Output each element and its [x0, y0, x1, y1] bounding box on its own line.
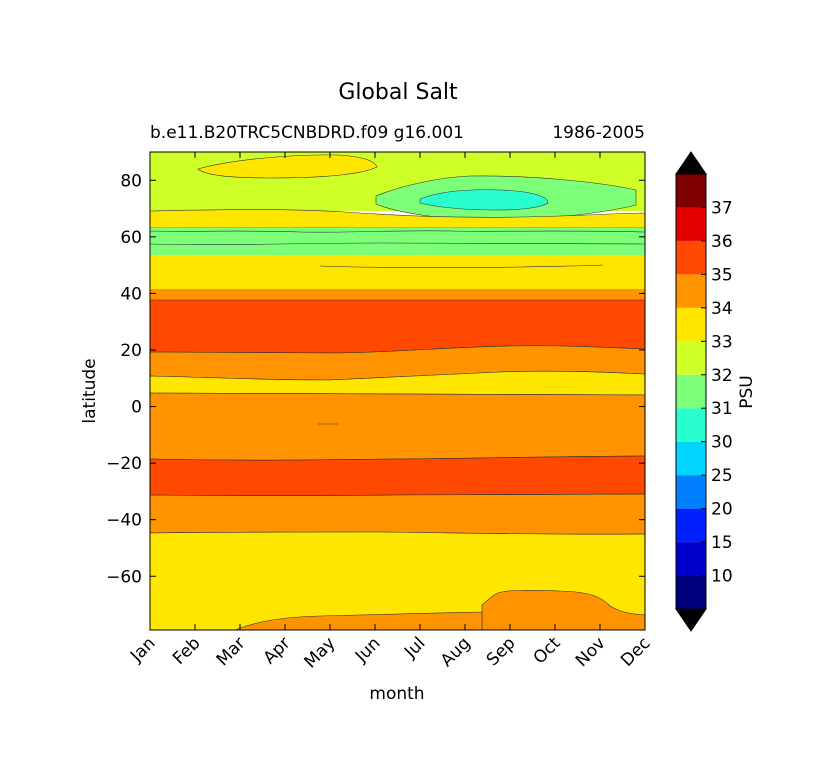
colorbar-swatch	[676, 240, 706, 275]
y-tick-label: −20	[106, 454, 142, 474]
contour-line-north-2	[149, 242, 646, 245]
band-34-35-equatorial	[149, 392, 646, 461]
chart-title: Global Salt	[338, 80, 458, 105]
y-tick-label: 20	[120, 341, 142, 361]
colorbar-tick-label: 30	[711, 433, 733, 453]
colorbar-tick-label: 31	[711, 399, 733, 419]
colorbar-swatch	[676, 341, 706, 375]
colorbar: 10 15 20 25 30 31 32 33 34 35 36 37	[675, 151, 733, 632]
y-axis-label: latitude	[80, 358, 100, 423]
band-34-35-south	[149, 493, 646, 535]
x-tick-label: Oct	[530, 633, 565, 668]
y-axis-ticks: 80 60 40 20 0 −20 −40 −60	[106, 171, 645, 587]
patch-30-31-arctic	[419, 189, 549, 211]
colorbar-tick-label: 25	[711, 466, 733, 486]
band-35-36-north	[149, 299, 646, 354]
y-tick-label: 60	[120, 228, 142, 248]
chart-subtitle-right: 1986-2005	[552, 123, 645, 143]
colorbar-frame	[675, 173, 707, 610]
band-33-34-north-60s	[149, 209, 646, 229]
x-tick-label: Apr	[260, 633, 295, 668]
colorbar-tick-label: 34	[711, 299, 733, 319]
colorbar-tick-label: 33	[711, 332, 733, 352]
plot-frame	[149, 151, 646, 631]
colorbar-swatch	[676, 374, 706, 409]
x-tick-label: Jan	[126, 633, 159, 666]
y-tick-label: −60	[106, 567, 142, 587]
y-tick-label: 0	[131, 398, 142, 418]
contour-line-north-3	[319, 264, 604, 268]
colorbar-tick-label: 37	[711, 198, 733, 218]
colorbar-tick-label: 36	[711, 232, 733, 252]
band-31-32-north	[150, 228, 645, 255]
colorbar-extend-bottom	[675, 608, 707, 632]
x-tick-label: Mar	[213, 633, 250, 670]
colorbar-tick-label: 32	[711, 366, 733, 386]
y-tick-label: −40	[106, 511, 142, 531]
colorbar-extend-top	[675, 151, 707, 175]
band-35-36-south	[149, 455, 646, 497]
x-tick-label: Nov	[572, 633, 610, 671]
x-tick-label: Feb	[169, 633, 204, 668]
band-34-35-north-40	[150, 289, 645, 300]
x-tick-label: Jun	[351, 633, 385, 667]
x-tick-label: Jul	[400, 633, 429, 662]
x-tick-label: Dec	[617, 633, 654, 670]
colorbar-swatch	[676, 274, 706, 308]
band-33-34-north-40s	[150, 255, 645, 289]
colorbar-swatch	[676, 441, 706, 476]
x-tick-label: Aug	[437, 633, 475, 671]
patch-34-35-antarctic-sep-dec	[481, 590, 646, 631]
x-tick-label: May	[301, 633, 340, 672]
patch-33-34-arctic	[197, 154, 378, 179]
y-tick-label: 80	[120, 171, 142, 191]
colorbar-label: PSU	[737, 375, 757, 409]
colorbar-swatch	[676, 207, 706, 241]
colorbar-tick-label: 10	[711, 567, 733, 587]
colorbar-tick-label: 35	[711, 265, 733, 285]
colorbar-swatch	[676, 307, 706, 342]
y-tick-label: 40	[120, 284, 142, 304]
colorbar-tick-label: 20	[711, 500, 733, 520]
x-tick-label: Sep	[483, 633, 520, 670]
colorbar-swatch	[676, 575, 706, 609]
contour-line-north-1	[149, 230, 646, 233]
x-axis-label: month	[369, 684, 424, 704]
plot-area	[149, 152, 646, 631]
colorbar-swatch	[676, 174, 706, 208]
colorbar-swatch	[676, 508, 706, 543]
chart-subtitle-left: b.e11.B20TRC5CNBDRD.f09 g16.001	[150, 123, 464, 143]
colorbar-swatch	[676, 475, 706, 509]
band-33-34-equator	[149, 370, 646, 396]
colorbar-swatch	[676, 542, 706, 576]
colorbar-swatch	[676, 408, 706, 442]
colorbar-tick-label: 15	[711, 533, 733, 553]
